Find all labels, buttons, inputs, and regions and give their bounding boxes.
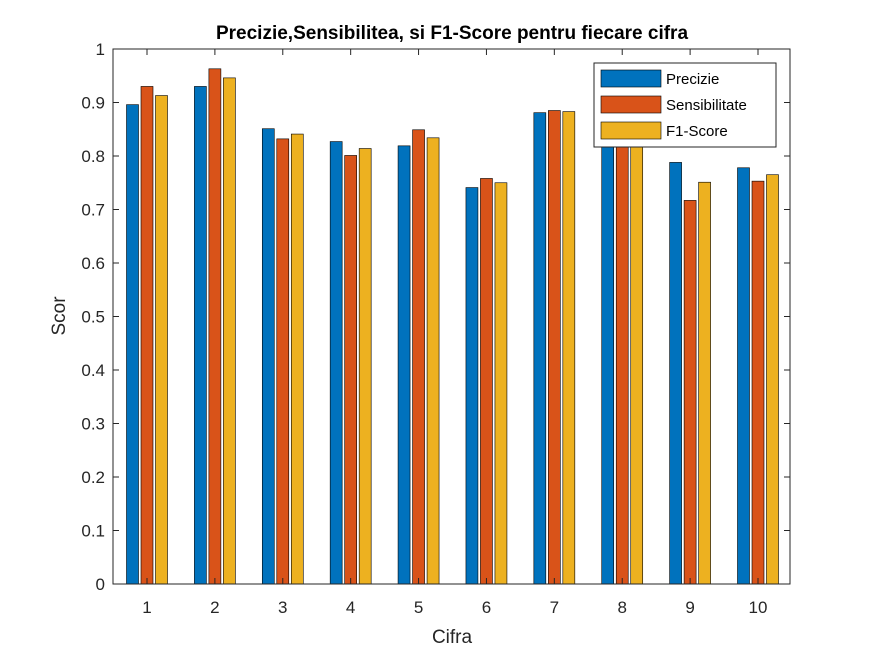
y-tick-label: 0.9 — [81, 94, 105, 113]
bar-sensibilitate-6 — [480, 178, 493, 585]
x-tick-label: 7 — [550, 598, 559, 617]
bar-f1-score-3 — [290, 133, 304, 585]
y-tick-label: 0.4 — [81, 361, 105, 380]
bar-precizie-5 — [397, 145, 411, 585]
bar-f1-score-4 — [358, 148, 372, 585]
chart-title: Precizie,Sensibilitea, si F1-Score pentr… — [216, 23, 688, 44]
x-tick-label: 6 — [482, 598, 491, 617]
y-tick-label: 1 — [96, 40, 105, 59]
bar-f1-score-8 — [630, 145, 644, 585]
bar-sensibilitate-5 — [412, 129, 425, 585]
y-tick-label: 0.6 — [81, 254, 105, 273]
bar-precizie-6 — [465, 187, 479, 585]
bars-group — [126, 68, 779, 585]
x-tick-label: 9 — [685, 598, 694, 617]
bar-f1-score-10 — [766, 174, 779, 585]
legend-label: F1-Score — [666, 123, 728, 140]
x-axis-title: Cifra — [432, 627, 473, 648]
x-tick-label: 2 — [210, 598, 219, 617]
bar-precizie-8 — [601, 145, 615, 585]
bar-precizie-9 — [669, 162, 682, 585]
legend-label: Precizie — [666, 71, 719, 88]
x-tick-label: 10 — [749, 598, 768, 617]
y-axis-title: Scor — [49, 296, 70, 336]
y-tick-label: 0.1 — [81, 522, 105, 541]
bar-f1-score-6 — [494, 182, 508, 585]
bar-precizie-3 — [261, 128, 275, 585]
bar-sensibilitate-10 — [751, 180, 765, 585]
x-tick-label: 5 — [414, 598, 423, 617]
bar-precizie-1 — [126, 104, 139, 585]
bar-f1-score-7 — [562, 111, 576, 585]
bar-sensibilitate-4 — [344, 155, 357, 585]
bar-sensibilitate-8 — [615, 145, 629, 585]
bar-precizie-2 — [194, 86, 207, 585]
y-tick-label: 0.5 — [81, 308, 105, 327]
y-tick-label: 0.8 — [81, 147, 105, 166]
y-tick-label: 0.2 — [81, 468, 105, 487]
bar-f1-score-2 — [223, 77, 236, 585]
bar-precizie-10 — [737, 167, 750, 585]
bar-precizie-7 — [533, 112, 547, 585]
bar-sensibilitate-9 — [683, 200, 697, 585]
legend: Precizie Sensibilitate F1-Score — [593, 62, 777, 148]
bar-sensibilitate-2 — [208, 68, 222, 585]
legend-swatch — [600, 69, 662, 88]
bar-sensibilitate-1 — [140, 86, 154, 585]
y-tick-label: 0.3 — [81, 415, 105, 434]
y-tick-label: 0 — [96, 575, 105, 594]
y-tick-label: 0.7 — [81, 201, 105, 220]
x-tick-label: 1 — [142, 598, 151, 617]
bar-f1-score-1 — [155, 95, 168, 585]
bar-f1-score-5 — [426, 137, 440, 585]
x-tick-label: 4 — [346, 598, 355, 617]
axes-group: 0 0.1 0.2 0.3 0.4 0.5 0.6 0.7 0.8 0.9 1 1 2 3 4 5 6 7 8 9 10 — [81, 40, 791, 617]
legend-swatch — [600, 121, 662, 140]
bar-precizie-4 — [329, 141, 343, 585]
bar-sensibilitate-3 — [276, 138, 290, 585]
legend-label: Sensibilitate — [666, 97, 747, 114]
bar-sensibilitate-7 — [548, 110, 561, 585]
x-tick-label: 8 — [617, 598, 626, 617]
bar-f1-score-9 — [698, 181, 711, 585]
x-tick-label: 3 — [278, 598, 287, 617]
legend-swatch — [600, 95, 662, 114]
